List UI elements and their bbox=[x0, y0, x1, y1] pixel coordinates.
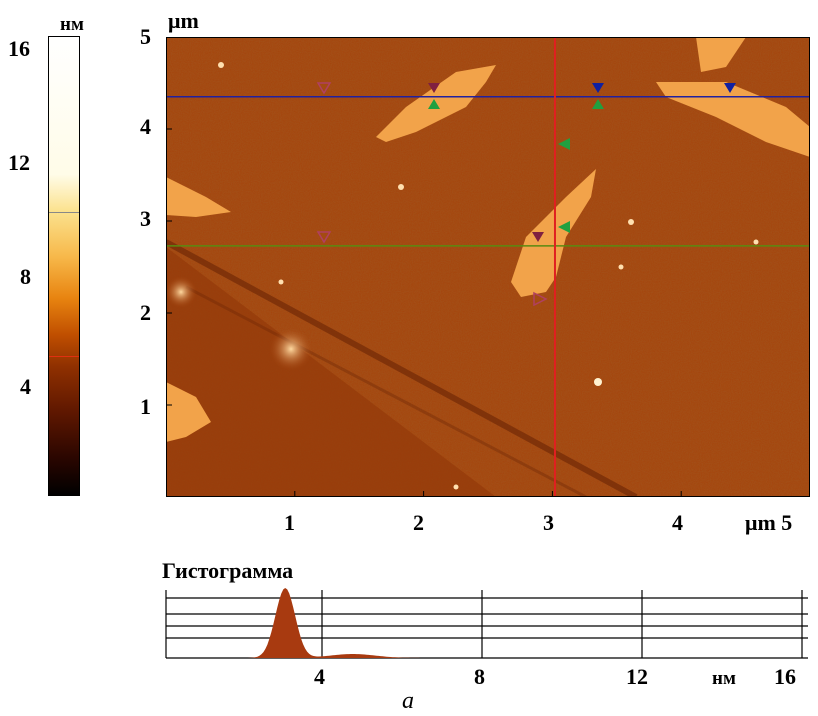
histogram-unit: нм bbox=[712, 668, 736, 689]
y-axis-tick-5: 5 bbox=[140, 24, 151, 49]
subfigure-caption: a bbox=[402, 688, 414, 714]
x-axis-tick-4: 4 bbox=[672, 510, 683, 535]
afm-particle bbox=[594, 378, 602, 386]
y-axis-tick-1: 1 bbox=[140, 394, 151, 419]
afm-blob bbox=[269, 327, 313, 371]
histogram-tick-4: 4 bbox=[314, 664, 325, 689]
marker-triangle bbox=[558, 138, 570, 150]
marker-triangle bbox=[428, 99, 440, 109]
marker-triangle bbox=[592, 83, 604, 93]
afm-island bbox=[511, 169, 596, 297]
y-axis-tick-3: 3 bbox=[140, 206, 151, 231]
colorbar-tick-8: 8 bbox=[20, 264, 31, 289]
marker-triangle bbox=[592, 99, 604, 109]
y-axis-tick-2: 2 bbox=[140, 300, 151, 325]
afm-particle bbox=[398, 184, 404, 190]
afm-island bbox=[696, 37, 746, 72]
marker-triangle bbox=[724, 83, 736, 93]
colorbar-tick-16: 16 bbox=[8, 36, 30, 61]
marker-triangle bbox=[533, 291, 548, 307]
afm-particle bbox=[278, 279, 284, 285]
afm-island bbox=[166, 177, 231, 217]
y-axis-tick-4: 4 bbox=[140, 114, 151, 139]
afm-step-line bbox=[166, 239, 638, 497]
afm-particle bbox=[628, 219, 634, 225]
marker-triangle bbox=[428, 83, 440, 93]
afm-blob bbox=[166, 276, 197, 308]
afm-particle bbox=[453, 484, 459, 490]
marker-triangle bbox=[558, 221, 570, 233]
afm-axis-ticks bbox=[166, 128, 682, 497]
marker-triangle bbox=[316, 82, 332, 95]
afm-particle bbox=[753, 239, 759, 245]
histogram-title: Гистограмма bbox=[162, 558, 294, 583]
histogram-plot bbox=[165, 588, 808, 659]
afm-particle bbox=[218, 62, 224, 68]
colorbar-tick-4: 4 bbox=[20, 374, 31, 399]
afm-particle bbox=[618, 264, 624, 270]
x-axis-label: μm 5 bbox=[745, 510, 793, 535]
histogram-tick-16: 16 bbox=[774, 664, 796, 689]
colorbar-marker-lower bbox=[49, 356, 79, 357]
afm-height-image bbox=[166, 37, 810, 497]
histogram-gridlines bbox=[165, 590, 808, 659]
colorbar-marker-upper bbox=[49, 212, 79, 213]
histogram-tick-12: 12 bbox=[626, 664, 648, 689]
marker-triangle bbox=[532, 232, 544, 242]
afm-island bbox=[656, 82, 810, 157]
colorbar-unit-label: нм bbox=[60, 14, 84, 35]
colorbar-tick-12: 12 bbox=[8, 150, 30, 175]
marker-triangle bbox=[316, 231, 332, 244]
histogram-tick-8: 8 bbox=[474, 664, 485, 689]
y-axis-unit: μm bbox=[168, 8, 199, 33]
x-axis-tick-2: 2 bbox=[413, 510, 424, 535]
cursor-markers bbox=[316, 82, 736, 307]
height-colorbar bbox=[48, 36, 80, 496]
x-axis-tick-1: 1 bbox=[284, 510, 295, 535]
afm-island bbox=[166, 382, 211, 442]
afm-lower-terrace bbox=[166, 247, 496, 497]
afm-step-line-2 bbox=[185, 285, 587, 497]
x-axis-tick-3: 3 bbox=[543, 510, 554, 535]
afm-frame bbox=[166, 37, 810, 497]
